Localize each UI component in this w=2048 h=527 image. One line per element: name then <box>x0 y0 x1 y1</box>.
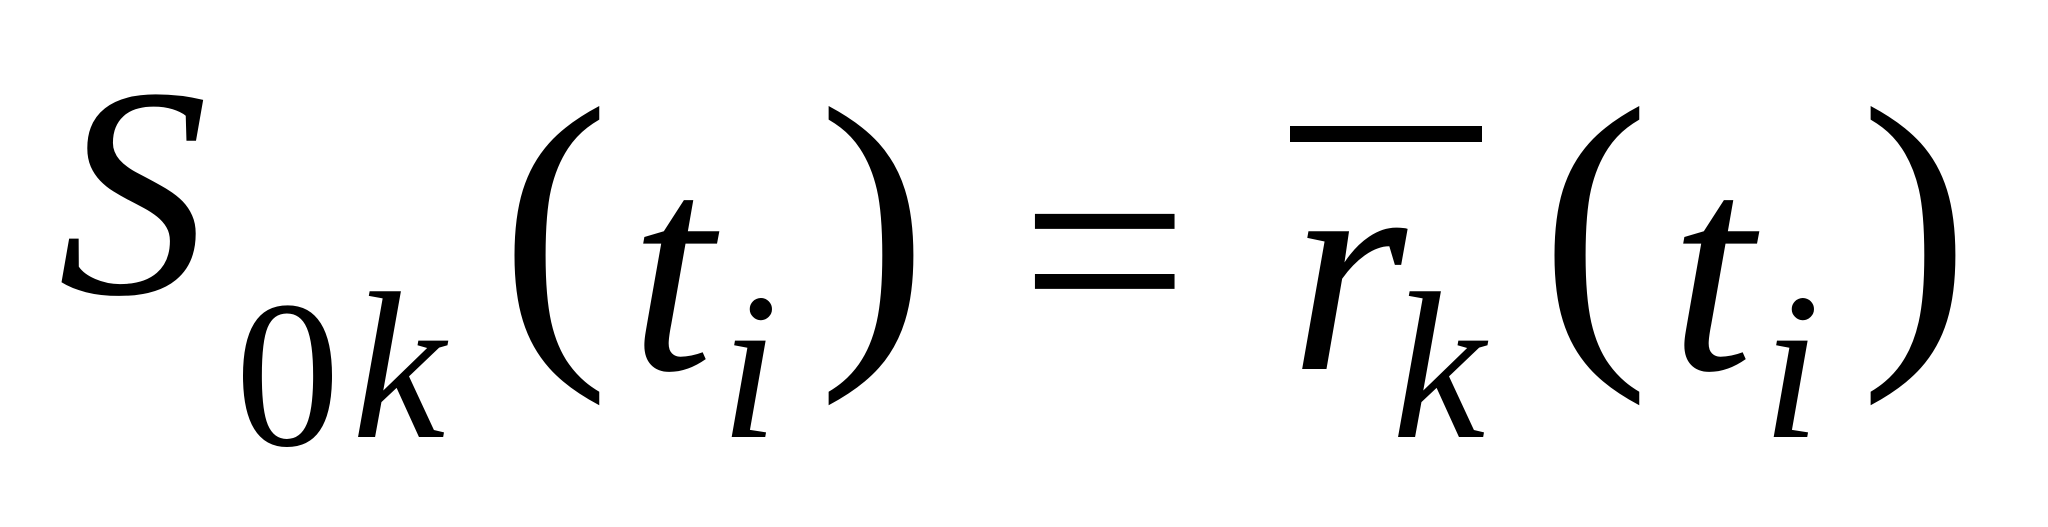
left-paren: ( <box>500 42 610 407</box>
subscript-k-rhs: k <box>1392 251 1486 483</box>
left-paren-rhs: ( <box>1540 42 1650 407</box>
symbol-S: S <box>58 26 208 358</box>
subscript-k: k <box>352 251 446 483</box>
subscript-zero: 0 <box>235 259 340 491</box>
variable-t: t <box>630 102 714 434</box>
overbar <box>1290 126 1482 142</box>
right-paren: ) <box>818 42 928 407</box>
variable-t-rhs: t <box>1670 102 1754 434</box>
right-paren-rhs: ) <box>1860 42 1970 407</box>
symbol-r: r <box>1290 102 1407 434</box>
equals-sign: = <box>1020 84 1190 416</box>
subscript-i: i <box>720 251 779 483</box>
subscript-i-rhs: i <box>1762 251 1821 483</box>
